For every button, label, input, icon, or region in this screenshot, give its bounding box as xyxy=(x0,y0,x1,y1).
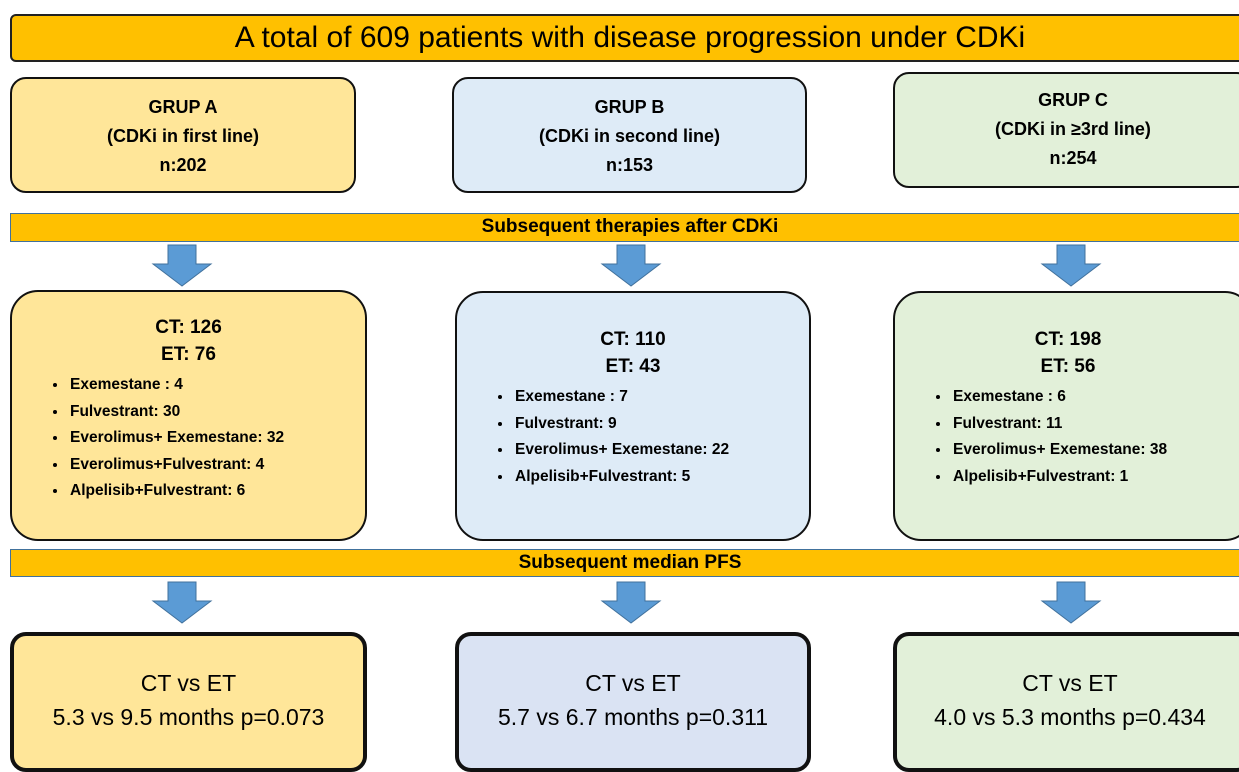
therapy-box: CT: 126 ET: 76 Exemestane : 4 Fulvestran… xyxy=(10,290,367,541)
et-count: ET: 43 xyxy=(605,356,661,377)
therapy-box: CT: 198 ET: 56 Exemestane : 6 Fulvestran… xyxy=(893,291,1239,541)
et-list: Exemestane : 7 Fulvestrant: 9 Everolimus… xyxy=(457,384,809,490)
group-name: GRUP C xyxy=(1038,90,1108,110)
group-box: GRUP B (CDKi in second line) n:153 xyxy=(452,77,807,193)
et-item: Exemestane : 6 xyxy=(951,384,1239,411)
et-item: Alpelisib+Fulvestrant: 1 xyxy=(951,464,1239,491)
et-list: Exemestane : 4 Fulvestrant: 30 Everolimu… xyxy=(12,372,365,505)
group-description: (CDKi in second line) xyxy=(538,126,720,146)
et-item: Fulvestrant: 11 xyxy=(951,411,1239,438)
ct-count: CT: 110 xyxy=(600,329,666,350)
et-count: ET: 56 xyxy=(1040,356,1096,377)
pfs-comparison: CT vs ET xyxy=(585,670,681,696)
et-item: Exemestane : 7 xyxy=(513,384,809,411)
pfs-box: CT vs ET 5.3 vs 9.5 months p=0.073 xyxy=(10,632,367,772)
group-n: n:153 xyxy=(605,155,654,175)
therapy-box: CT: 110 ET: 43 Exemestane : 7 Fulvestran… xyxy=(455,291,811,541)
et-item: Everolimus+Fulvestrant: 4 xyxy=(68,452,365,479)
arrows xyxy=(151,244,1102,287)
pfs-result: 4.0 vs 5.3 months p=0.434 xyxy=(934,704,1206,730)
et-item: Alpelisib+Fulvestrant: 6 xyxy=(68,478,365,505)
pfs-comparison: CT vs ET xyxy=(140,670,237,696)
group-name: GRUP B xyxy=(594,97,665,117)
pfs-box: CT vs ET 4.0 vs 5.3 months p=0.434 xyxy=(893,632,1239,772)
et-count: ET: 76 xyxy=(161,344,216,365)
pfs-result: 5.3 vs 9.5 months p=0.073 xyxy=(52,704,325,730)
title-bar: A total of 609 patients with disease pro… xyxy=(10,14,1239,62)
et-item: Everolimus+ Exemestane: 38 xyxy=(951,437,1239,464)
et-item: Fulvestrant: 9 xyxy=(513,411,809,438)
section-band: Subsequent median PFS xyxy=(10,549,1239,577)
et-item: Exemestane : 4 xyxy=(68,372,365,399)
group-name: GRUP A xyxy=(148,97,218,117)
group-box: GRUP A (CDKi in first line) n:202 xyxy=(10,77,356,193)
group-description: (CDKi in first line) xyxy=(107,126,259,146)
group-box: GRUP C (CDKi in ≥3rd line) n:254 xyxy=(893,72,1239,188)
ct-count: CT: 126 xyxy=(155,317,222,338)
group-n: n:254 xyxy=(1049,148,1097,168)
group-n: n:202 xyxy=(159,155,207,175)
et-item: Fulvestrant: 30 xyxy=(68,399,365,426)
ct-count: CT: 198 xyxy=(1034,329,1102,350)
group-description: (CDKi in ≥3rd line) xyxy=(995,119,1151,139)
pfs-box: CT vs ET 5.7 vs 6.7 months p=0.311 xyxy=(455,632,811,772)
et-item: Everolimus+ Exemestane: 32 xyxy=(68,425,365,452)
pfs-result: 5.7 vs 6.7 months p=0.311 xyxy=(497,704,768,730)
section-band: Subsequent therapies after CDKi xyxy=(10,213,1239,242)
et-list: Exemestane : 6 Fulvestrant: 11 Everolimu… xyxy=(895,384,1239,490)
et-item: Alpelisib+Fulvestrant: 5 xyxy=(513,464,809,491)
arrows xyxy=(151,581,1102,624)
et-item: Everolimus+ Exemestane: 22 xyxy=(513,437,809,464)
pfs-comparison: CT vs ET xyxy=(1022,670,1118,696)
